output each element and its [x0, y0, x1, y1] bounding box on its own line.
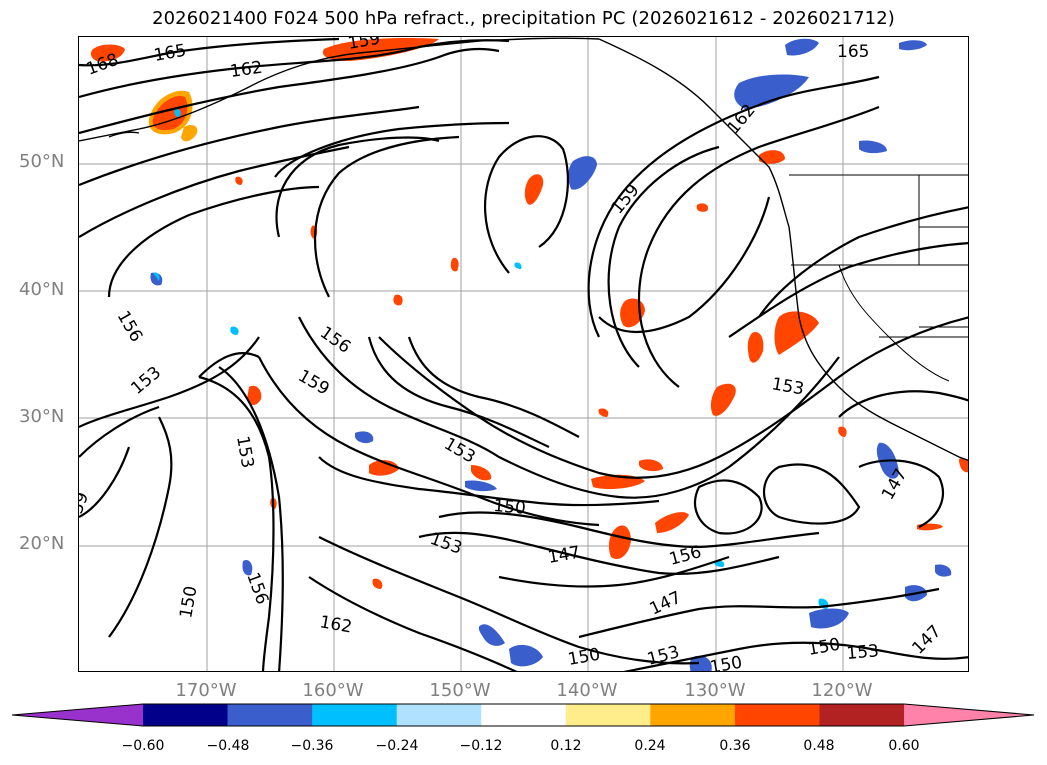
lon-label-140w: 140°W [556, 680, 618, 701]
colorbar-segment [904, 704, 1034, 726]
contour-label: 168 [84, 50, 121, 80]
contour-label: 150 [493, 496, 527, 519]
contour-label: 147 [908, 621, 945, 658]
precip-negative-patches [150, 38, 952, 671]
contour-label: 165 [837, 42, 869, 62]
lat-label-20n: 20°N [19, 533, 65, 554]
contour-label: 153 [441, 434, 479, 468]
colorbar-segment [481, 704, 567, 726]
contour-label: 153 [127, 363, 165, 399]
contour-label: 150 [708, 653, 743, 672]
contour-label: 162 [318, 612, 353, 637]
colorbar-segment [819, 704, 905, 726]
lon-label-160w: 160°W [302, 680, 364, 701]
colorbar-segment [312, 704, 398, 726]
colorbar-segment [650, 704, 736, 726]
contour-label: 153 [770, 374, 805, 399]
refractivity-contours [79, 37, 968, 671]
colorbar-segment [12, 704, 143, 726]
contour-label: 153 [232, 434, 257, 469]
contour-label: 150 [566, 645, 601, 670]
colorbar-segments [11, 703, 1035, 727]
lon-label-130w: 130°W [684, 680, 746, 701]
map-panel: 168 165 162 159 165 162 159 156 156 153 … [78, 36, 969, 672]
map-canvas: 168 165 162 159 165 162 159 156 156 153 … [79, 37, 968, 672]
colorbar-tick: −0.12 [459, 738, 503, 754]
colorbar-tick: −0.48 [206, 738, 250, 754]
colorbar [11, 703, 1035, 727]
contour-label: 165 [152, 41, 187, 66]
colorbar-outline [11, 703, 1035, 727]
contour-label: 159 [295, 366, 333, 400]
contour-label: 59 [79, 490, 93, 517]
contour-label: 156 [113, 308, 147, 346]
contour-label: 159 [346, 37, 381, 54]
map-title: 2026021400 F024 500 hPa refract., precip… [152, 8, 895, 29]
colorbar-segment [396, 704, 482, 726]
colorbar-segment [143, 704, 229, 726]
lat-label-50n: 50°N [19, 151, 65, 172]
colorbar-tick: 0.48 [803, 738, 835, 754]
precip-positive-patches [90, 38, 968, 589]
colorbar-tick: 0.12 [550, 738, 582, 754]
contour-label: 150 [806, 635, 841, 660]
lat-label-30n: 30°N [19, 406, 65, 427]
lon-label-170w: 170°W [175, 680, 237, 701]
colorbar-tick: −0.60 [121, 738, 165, 754]
state-borders [789, 174, 968, 382]
contour-labels: 168 165 162 159 165 162 159 156 156 153 … [79, 37, 945, 672]
colorbar-segment [565, 704, 651, 726]
colorbar-tick: 0.60 [888, 738, 920, 754]
contour-label: 147 [647, 588, 685, 620]
colorbar-segment [227, 704, 313, 726]
contour-label: 153 [645, 642, 682, 670]
lon-label-120w: 120°W [811, 680, 873, 701]
contour-label: 150 [176, 584, 201, 619]
lat-label-40n: 40°N [19, 279, 65, 300]
contour-label: 156 [242, 570, 272, 607]
colorbar-tick: 0.36 [719, 738, 751, 754]
coastline [79, 37, 968, 462]
contour-label: 159 [608, 180, 644, 218]
colorbar-segment [734, 704, 820, 726]
contour-label: 162 [229, 58, 264, 82]
contour-label: 153 [846, 641, 880, 664]
lon-label-150w: 150°W [429, 680, 491, 701]
colorbar-tick: −0.24 [375, 738, 419, 754]
graticule [79, 37, 968, 671]
colorbar-tick: −0.36 [290, 738, 334, 754]
contour-label: 147 [546, 543, 581, 568]
colorbar-tick: 0.24 [634, 738, 666, 754]
